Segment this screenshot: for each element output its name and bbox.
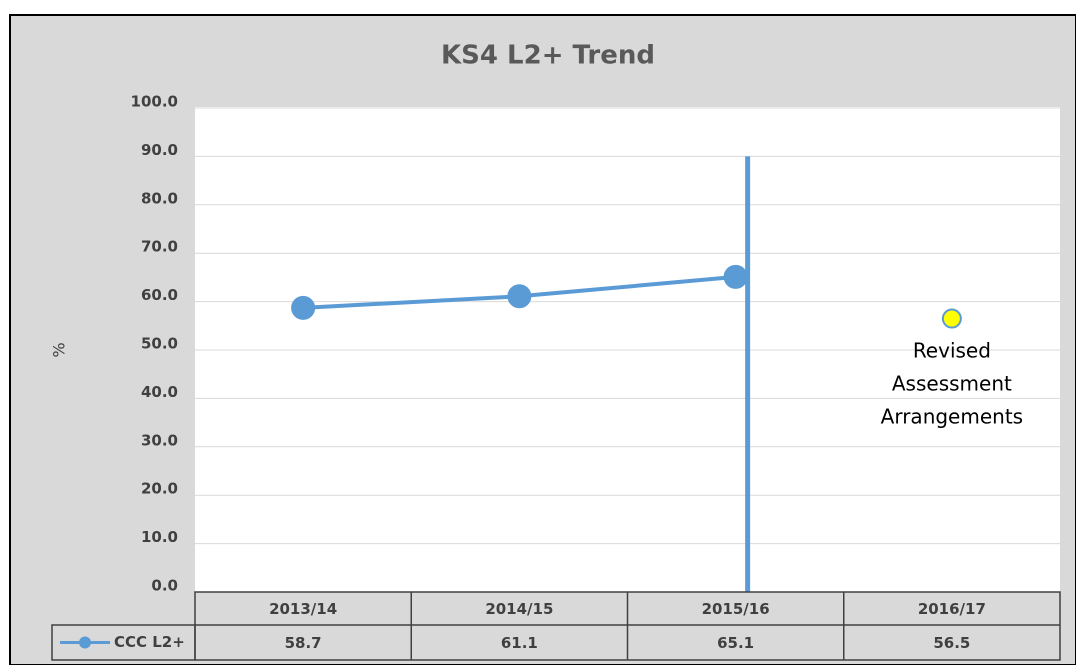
table-border bbox=[51, 624, 196, 661]
y-tick-label: 70.0 bbox=[141, 238, 178, 256]
y-tick-label: 90.0 bbox=[141, 141, 178, 159]
data-point bbox=[941, 308, 962, 329]
annotation: Assessment bbox=[892, 372, 1012, 396]
y-axis-label: % bbox=[50, 342, 69, 357]
data-point bbox=[723, 264, 748, 289]
annotation: Arrangements bbox=[881, 405, 1023, 429]
data-table-value: 58.7 bbox=[285, 634, 322, 652]
x-tick-label: 2013/14 bbox=[269, 600, 337, 618]
data-point bbox=[507, 284, 532, 309]
legend-label: CCC L2+ bbox=[114, 633, 185, 651]
y-tick-label: 60.0 bbox=[141, 286, 178, 304]
x-tick-label: 2014/15 bbox=[485, 600, 553, 618]
y-tick-label: 50.0 bbox=[141, 335, 178, 353]
data-table-value: 61.1 bbox=[501, 634, 538, 652]
x-tick-label: 2015/16 bbox=[702, 600, 770, 618]
y-tick-label: 80.0 bbox=[141, 189, 178, 207]
y-tick-label: 100.0 bbox=[131, 93, 178, 111]
y-tick-label: 10.0 bbox=[141, 528, 178, 546]
chart-title: KS4 L2+ Trend bbox=[441, 41, 655, 71]
legend-marker bbox=[79, 636, 91, 649]
data-table-value: 65.1 bbox=[717, 634, 754, 652]
x-tick-label: 2016/17 bbox=[918, 600, 986, 618]
y-tick-label: 0.0 bbox=[151, 577, 178, 595]
y-tick-label: 20.0 bbox=[141, 480, 178, 498]
data-point bbox=[291, 295, 316, 320]
y-tick-label: 30.0 bbox=[141, 431, 178, 449]
y-tick-label: 40.0 bbox=[141, 383, 178, 401]
data-table-value: 56.5 bbox=[933, 634, 970, 652]
annotation: Revised bbox=[913, 339, 991, 363]
